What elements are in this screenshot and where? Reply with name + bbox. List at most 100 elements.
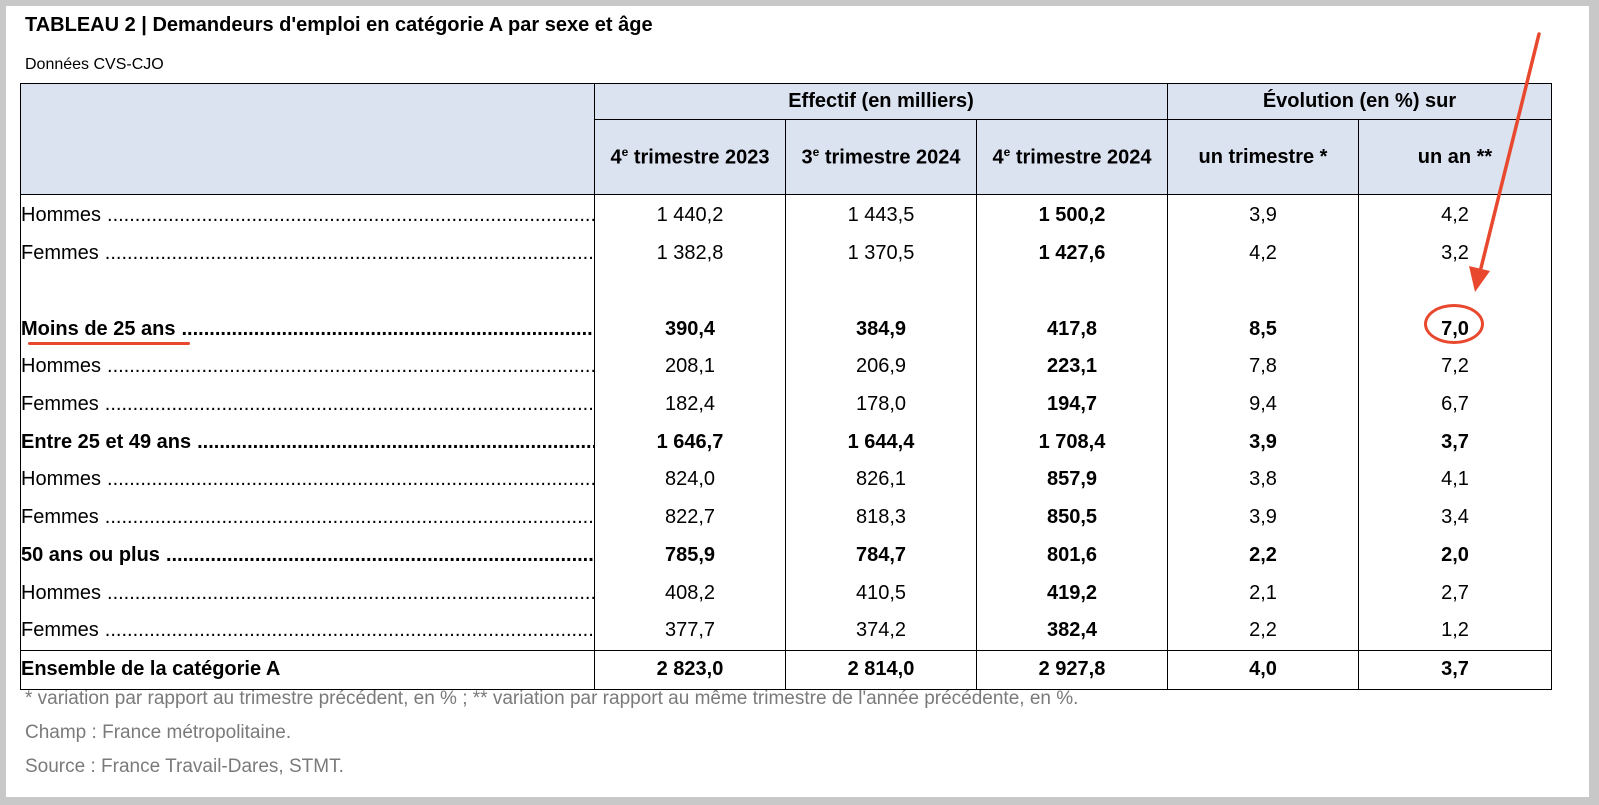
table-cell: 1 382,8: [594, 234, 786, 273]
row-label: Hommes: [20, 348, 595, 386]
table-cell: 801,6: [976, 536, 1168, 575]
table-cell: 3,4: [1358, 498, 1552, 537]
table-cell: 1,2: [1358, 611, 1552, 651]
total-label: Ensemble de la catégorie A: [20, 649, 595, 690]
table-cell: 377,7: [594, 611, 786, 651]
table-row: Femmes 377,7 374,2 382,4 2,2 1,2: [20, 611, 1552, 651]
table-cell: 419,2: [976, 574, 1168, 612]
table-cell: 1 708,4: [976, 423, 1168, 462]
table-cell: 4,1: [1358, 461, 1552, 499]
table-cell: 1 500,2: [976, 194, 1168, 235]
table-row: Moins de 25 ans 390,4 384,9 417,8 8,5 7,…: [20, 310, 1552, 349]
header-col-q3-2024: 3e trimestre 2024: [785, 119, 977, 195]
header-group-effectif: Effectif (en milliers): [594, 83, 1168, 120]
table-cell: 208,1: [594, 348, 786, 386]
table-cell: 784,7: [785, 536, 977, 575]
table-cell: 3,9: [1167, 194, 1359, 235]
table-cell: 2,7: [1358, 574, 1552, 612]
footnote-source: Source : France Travail-Dares, STMT.: [25, 756, 344, 777]
table-row: Femmes 1 382,8 1 370,5 1 427,6 4,2 3,2: [20, 234, 1552, 273]
header-empty-cell: [20, 83, 595, 195]
table-cell: 2,1: [1167, 574, 1359, 612]
table-cell: 1 644,4: [785, 423, 977, 462]
table-row: Hommes 408,2 410,5 419,2 2,1 2,7: [20, 574, 1552, 612]
table-cell: 826,1: [785, 461, 977, 499]
table-cell: 7,8: [1167, 348, 1359, 386]
table-cell: 3,7: [1358, 423, 1552, 462]
table-cell: 824,0: [594, 461, 786, 499]
table-row: Entre 25 et 49 ans 1 646,7 1 644,4 1 708…: [20, 423, 1552, 462]
table-cell: 822,7: [594, 498, 786, 537]
table-cell: 1 646,7: [594, 423, 786, 462]
table-cell: 223,1: [976, 348, 1168, 386]
row-label: Femmes: [20, 498, 595, 537]
table-cell: 2 927,8: [976, 649, 1168, 690]
table-cell: 6,7: [1358, 385, 1552, 424]
table-cell: 8,5: [1167, 310, 1359, 349]
table-cell: 410,5: [785, 574, 977, 612]
header-group-evolution: Évolution (en %) sur: [1167, 83, 1552, 120]
table-row: Femmes 822,7 818,3 850,5 3,9 3,4: [20, 498, 1552, 537]
table-cell: 818,3: [785, 498, 977, 537]
table-cell: 1 370,5: [785, 234, 977, 273]
table-cell: 2,2: [1167, 611, 1359, 651]
table-cell: 390,4: [594, 310, 786, 349]
table-cell: 2 823,0: [594, 649, 786, 690]
table-cell: 408,2: [594, 574, 786, 612]
footnote-champ: Champ : France métropolitaine.: [25, 722, 292, 743]
table-cell: 857,9: [976, 461, 1168, 499]
table-cell: 417,8: [976, 310, 1168, 349]
table-cell: 1 440,2: [594, 194, 786, 235]
row-label: Femmes: [20, 611, 595, 651]
table-cell: 374,2: [785, 611, 977, 651]
table-cell: 4,0: [1167, 649, 1359, 690]
table-cell: 3,2: [1358, 234, 1552, 273]
table-row: Hommes 824,0 826,1 857,9 3,8 4,1: [20, 461, 1552, 499]
row-label: 50 ans ou plus: [20, 536, 595, 575]
table-cell: 2 814,0: [785, 649, 977, 690]
row-label: Femmes: [20, 385, 595, 424]
annotation-underline: [28, 342, 190, 345]
table-cell: 785,9: [594, 536, 786, 575]
table-title: TABLEAU 2 | Demandeurs d'emploi en catég…: [25, 14, 653, 36]
table-cell: 382,4: [976, 611, 1168, 651]
table-cell: 2,0: [1358, 536, 1552, 575]
table-cell: 3,9: [1167, 423, 1359, 462]
table-subtitle: Données CVS-CJO: [25, 56, 164, 73]
table-row: Femmes 182,4 178,0 194,7 9,4 6,7: [20, 385, 1552, 424]
table-cell: 3,8: [1167, 461, 1359, 499]
row-label: Moins de 25 ans: [20, 310, 595, 349]
spacer-row: [20, 272, 1552, 311]
table-cell: 3,7: [1358, 649, 1552, 690]
table-row: Hommes 1 440,2 1 443,5 1 500,2 3,9 4,2: [20, 194, 1552, 235]
header-col-q4-2023: 4e trimestre 2023: [594, 119, 786, 195]
table-cell: 9,4: [1167, 385, 1359, 424]
table-cell: 384,9: [785, 310, 977, 349]
header-col-q4-2024: 4e trimestre 2024: [976, 119, 1168, 195]
table-cell: 194,7: [976, 385, 1168, 424]
row-label: Hommes: [20, 194, 595, 235]
row-label: Femmes: [20, 234, 595, 273]
table-cell: 182,4: [594, 385, 786, 424]
footnote-variation: * variation par rapport au trimestre pré…: [25, 688, 1079, 709]
table-cell: 1 443,5: [785, 194, 977, 235]
table-cell: 2,2: [1167, 536, 1359, 575]
header-col-quarter-change: un trimestre *: [1167, 119, 1359, 195]
row-label: Hommes: [20, 461, 595, 499]
table-cell: 3,9: [1167, 498, 1359, 537]
table-cell: 850,5: [976, 498, 1168, 537]
data-table: Effectif (en milliers) Évolution (en %) …: [20, 83, 1552, 690]
table-row: 50 ans ou plus 785,9 784,7 801,6 2,2 2,0: [20, 536, 1552, 575]
table-cell: 206,9: [785, 348, 977, 386]
table-row: Hommes 208,1 206,9 223,1 7,8 7,2: [20, 348, 1552, 386]
table-cell: 7,2: [1358, 348, 1552, 386]
header-col-year-change: un an **: [1358, 119, 1552, 195]
row-label: Hommes: [20, 574, 595, 612]
table-cell: 178,0: [785, 385, 977, 424]
table-cell: 1 427,6: [976, 234, 1168, 273]
annotation-circle: [1424, 304, 1484, 344]
row-label: Entre 25 et 49 ans: [20, 423, 595, 462]
table-cell: 4,2: [1167, 234, 1359, 273]
table-cell: 4,2: [1358, 194, 1552, 235]
